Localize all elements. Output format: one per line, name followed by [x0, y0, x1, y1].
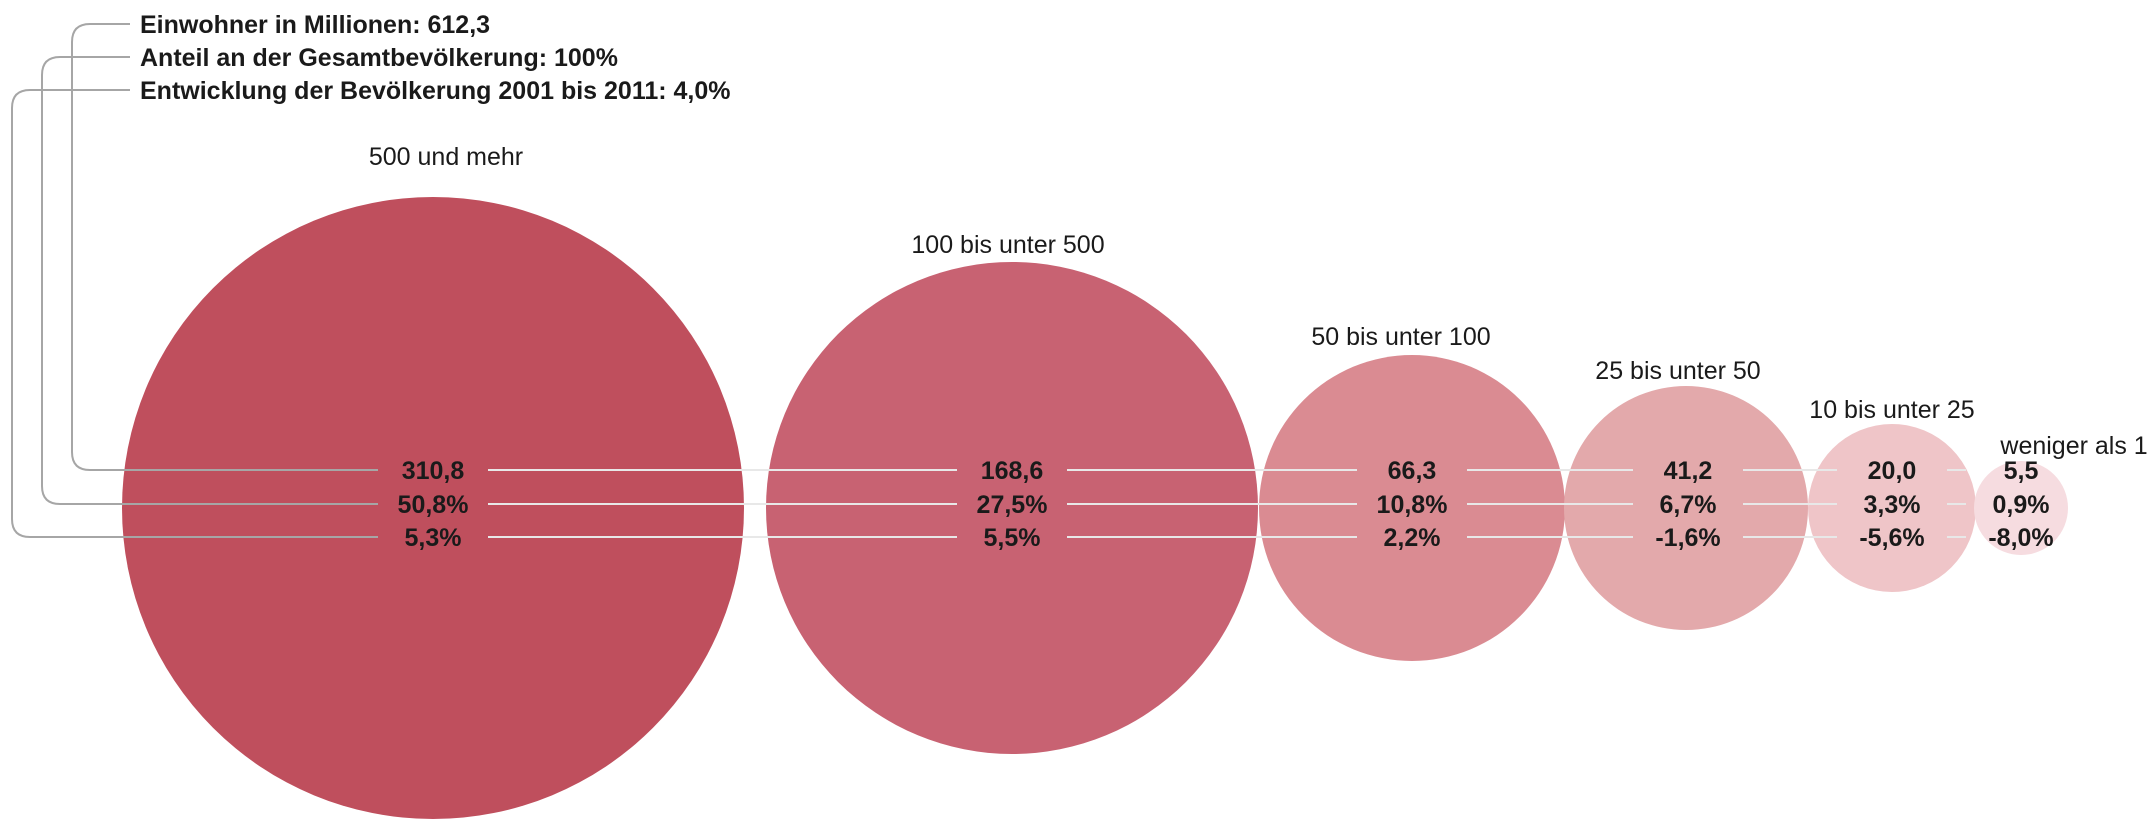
- value-label: 310,8: [402, 457, 465, 485]
- legend-connector-3: [11, 89, 130, 538]
- value-label: 3,3%: [1864, 491, 1921, 519]
- value-label: 27,5%: [977, 491, 1048, 519]
- bubble-3: [1259, 355, 1565, 661]
- value-label: -1,6%: [1655, 524, 1720, 552]
- value-label: 20,0: [1868, 457, 1917, 485]
- bubbles: [122, 197, 2068, 819]
- bubble-4: [1564, 386, 1808, 630]
- value-label: 41,2: [1664, 457, 1713, 485]
- category-label: 10 bis unter 25: [1809, 396, 1974, 424]
- value-label: 5,3%: [405, 524, 462, 552]
- bubble-2: [766, 262, 1258, 754]
- value-label: -8,0%: [1988, 524, 2053, 552]
- category-label: 50 bis unter 100: [1311, 323, 1490, 351]
- legend-connector-1: [71, 23, 130, 471]
- value-label: 50,8%: [398, 491, 469, 519]
- legend-connector-2: [41, 56, 130, 505]
- category-label: 25 bis unter 50: [1595, 357, 1760, 385]
- legend-connectors: [11, 23, 130, 538]
- value-label: 6,7%: [1660, 491, 1717, 519]
- legend-entry-population: Einwohner in Millionen: 612,3: [140, 11, 490, 39]
- data-labels: 500 und mehr 100 bis unter 500 50 bis unte…: [369, 143, 2147, 552]
- legend-entry-development: Entwicklung der Bevölkerung 2001 bis 201…: [140, 77, 731, 105]
- category-label: weniger als 10: [1999, 432, 2147, 460]
- legend-entry-share: Anteil an der Gesamtbevölkerung: 100%: [140, 44, 618, 72]
- value-label: 10,8%: [1377, 491, 1448, 519]
- bubble-5: [1808, 424, 1976, 592]
- value-label: 5,5: [2004, 457, 2039, 485]
- legend: Einwohner in Millionen: 612,3 Anteil an …: [140, 11, 731, 105]
- row-guide-lines: [40, 469, 1966, 538]
- value-label: 66,3: [1388, 457, 1437, 485]
- category-label: 100 bis unter 500: [911, 231, 1104, 259]
- value-label: -5,6%: [1859, 524, 1924, 552]
- value-label: 168,6: [981, 457, 1044, 485]
- bubble-1: [122, 197, 744, 819]
- value-label: 0,9%: [1993, 491, 2050, 519]
- value-label: 2,2%: [1384, 524, 1441, 552]
- category-label: 500 und mehr: [369, 143, 523, 171]
- value-label: 5,5%: [984, 524, 1041, 552]
- bubble-6: [1974, 461, 2068, 555]
